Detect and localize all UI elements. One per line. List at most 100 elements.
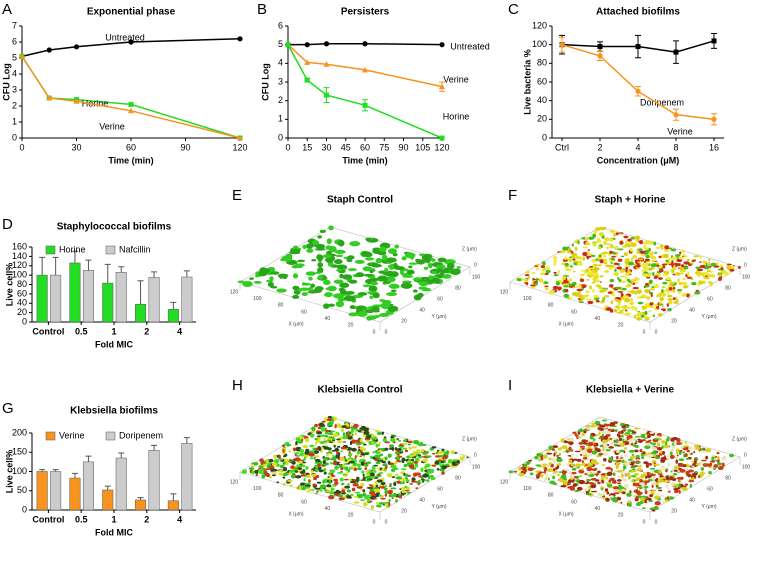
cell	[395, 498, 398, 503]
cell	[564, 262, 569, 267]
cell	[362, 427, 370, 432]
cell	[322, 445, 326, 448]
cell	[581, 287, 585, 290]
y-tick-label: 7	[12, 20, 17, 30]
cell	[279, 464, 285, 469]
box-edge	[509, 416, 741, 520]
cell	[540, 452, 543, 455]
cell	[265, 459, 269, 464]
cell	[718, 273, 722, 277]
cell	[681, 249, 686, 254]
cell	[648, 268, 652, 271]
cell	[322, 468, 327, 472]
cell	[308, 276, 313, 281]
error-bar	[137, 280, 144, 305]
cell	[710, 262, 717, 267]
cell	[291, 461, 296, 465]
cell	[347, 458, 352, 462]
cell	[434, 460, 440, 465]
error-bar	[118, 452, 125, 459]
cell	[670, 470, 673, 473]
cell	[600, 486, 605, 489]
cell	[685, 457, 690, 460]
cell	[597, 481, 601, 485]
cell	[660, 456, 667, 461]
cell	[644, 475, 648, 480]
cell	[294, 457, 301, 462]
cell	[606, 444, 610, 446]
cell	[578, 442, 584, 445]
cell	[617, 290, 624, 293]
cell	[675, 298, 679, 302]
cell	[389, 484, 392, 488]
cell	[390, 487, 397, 490]
cell	[362, 284, 372, 287]
cell	[360, 499, 365, 501]
cell	[695, 446, 698, 450]
cell	[268, 458, 274, 463]
x-tick-label: 0	[643, 519, 646, 525]
z-axis-label: Z (μm)	[732, 246, 747, 252]
cell	[331, 421, 335, 423]
cell	[371, 505, 375, 510]
cell	[342, 463, 345, 468]
cell	[604, 270, 610, 273]
cell	[582, 442, 588, 445]
cell	[336, 450, 339, 455]
cell	[644, 250, 649, 255]
cell	[563, 280, 569, 283]
cell	[508, 470, 514, 474]
cell	[362, 492, 367, 497]
cell	[637, 495, 642, 499]
cell	[336, 445, 341, 448]
cell	[635, 263, 641, 268]
marker	[73, 98, 80, 104]
cell	[571, 453, 574, 458]
cell	[336, 264, 348, 269]
cell	[272, 472, 278, 474]
series-label: Horine	[443, 111, 470, 121]
cell	[603, 477, 607, 482]
y-tick-label: 100	[12, 270, 27, 280]
cell	[415, 453, 418, 458]
cell	[342, 432, 346, 437]
cell	[351, 439, 357, 444]
cell	[442, 274, 452, 279]
cell	[611, 251, 616, 255]
cell	[626, 283, 632, 288]
marker	[711, 116, 717, 122]
cell	[659, 244, 664, 248]
x-tick-label: 40	[595, 316, 601, 322]
x-axis-label: Concentration (μM)	[597, 155, 680, 165]
cell	[650, 256, 657, 260]
cell	[695, 289, 700, 292]
cell	[271, 474, 277, 477]
cell	[604, 435, 608, 440]
y-tick-label: 2	[278, 95, 283, 105]
cell	[573, 458, 578, 461]
cell	[683, 261, 690, 265]
cell	[265, 279, 274, 283]
cell	[592, 277, 597, 282]
bar	[36, 274, 48, 323]
cell	[317, 437, 321, 441]
cell	[371, 493, 376, 497]
cell	[327, 303, 336, 307]
x-axis-label: X (μm)	[558, 321, 573, 327]
cell	[673, 472, 678, 476]
cell	[412, 440, 420, 445]
y-tick-label: 0	[22, 504, 27, 514]
cell	[362, 443, 367, 446]
cell	[370, 281, 379, 286]
cell	[681, 489, 684, 492]
cell	[349, 440, 353, 446]
cell	[314, 487, 321, 490]
cell	[282, 275, 288, 280]
cell	[291, 472, 295, 478]
cell	[620, 501, 623, 504]
bar	[50, 274, 62, 323]
marker	[635, 88, 641, 94]
cell	[324, 432, 329, 435]
cell	[255, 474, 259, 477]
cell	[612, 232, 617, 237]
